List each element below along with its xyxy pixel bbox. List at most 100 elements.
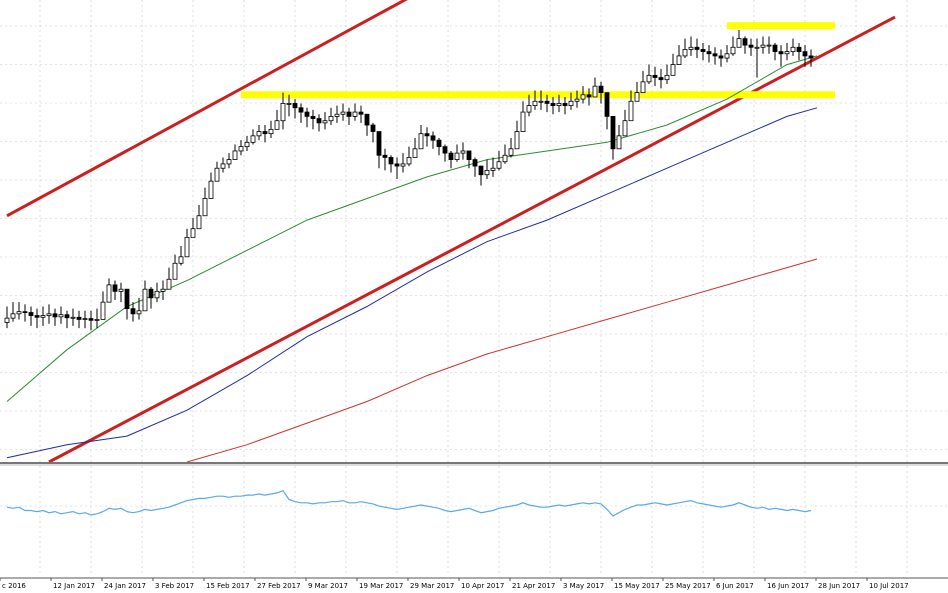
x-tick-label: 19 Mar 2017: [359, 582, 403, 590]
candle-body: [448, 152, 454, 160]
candle-body: [214, 167, 220, 182]
candle-body: [706, 51, 712, 55]
x-tick-label: 3 May 2017: [563, 582, 604, 590]
candle-body: [166, 278, 172, 290]
candle-body: [232, 150, 238, 161]
candle-body: [766, 44, 772, 47]
x-tick-label: 10 Jul 2017: [869, 582, 909, 590]
candle-body: [472, 159, 478, 167]
moving-averages: [6, 55, 818, 463]
candle-body: [208, 180, 214, 199]
candle-body: [790, 46, 796, 52]
candle-body: [394, 163, 400, 167]
candle-body: [802, 51, 808, 57]
candle-body: [490, 167, 496, 171]
candle-body: [142, 288, 148, 312]
candle-body: [172, 262, 178, 280]
candle-body: [136, 310, 142, 315]
candle-body: [742, 38, 748, 46]
candle-body: [550, 103, 556, 107]
candle-body: [736, 38, 742, 48]
candle-body: [556, 103, 562, 107]
candle-body: [274, 120, 280, 130]
candle-body: [496, 161, 502, 169]
candle-body: [514, 131, 520, 150]
candle-body: [400, 163, 406, 167]
candle-body: [322, 120, 328, 124]
candle-body: [28, 312, 34, 316]
moving-average-1: [6, 55, 818, 402]
candle-body: [358, 111, 364, 115]
candle-body: [4, 317, 10, 323]
candle-body: [154, 290, 160, 299]
candle-body: [226, 159, 232, 165]
candle-body: [502, 154, 508, 163]
candle-body: [526, 105, 532, 113]
candle-body: [640, 81, 646, 94]
candle-body: [292, 103, 298, 109]
candle-body: [52, 313, 58, 318]
candle-body: [10, 313, 16, 319]
candle-body: [508, 148, 514, 156]
candle-body: [250, 135, 256, 143]
candle-body: [160, 288, 166, 292]
candle-body: [220, 163, 226, 169]
candle-body: [352, 111, 358, 117]
channel-line: [6, 0, 408, 218]
x-tick-label: 15 Feb 2017: [206, 582, 250, 590]
candle-body: [598, 85, 604, 94]
candle-body: [520, 111, 526, 132]
candle-body: [610, 116, 616, 150]
candle-body: [262, 131, 268, 135]
candle-body: [388, 157, 394, 165]
moving-average-2: [6, 107, 818, 459]
candle-body: [538, 100, 544, 103]
candle-body: [310, 116, 316, 119]
candle-body: [430, 135, 436, 141]
candle-body: [580, 94, 586, 100]
candle-body: [658, 77, 664, 81]
candle-body: [664, 74, 670, 81]
candle-body: [184, 236, 190, 258]
candle-body: [778, 51, 784, 55]
candle-body: [118, 288, 124, 292]
candle-body: [346, 111, 352, 117]
x-tick-label: 9 Mar 2017: [308, 582, 348, 590]
candle-body: [754, 46, 760, 49]
candle-body: [34, 315, 40, 318]
x-tick-label: 24 Jan 2017: [104, 582, 146, 590]
candle-body: [724, 53, 730, 59]
candle-body: [112, 284, 118, 292]
candle-body: [76, 316, 82, 320]
candle-body: [418, 133, 424, 150]
x-tick-label: 15 May 2017: [614, 582, 660, 590]
candle-body: [562, 103, 568, 107]
candle-body: [544, 100, 550, 104]
candle-body: [88, 318, 94, 321]
x-tick-label: 3 Feb 2017: [155, 582, 194, 590]
candle-body: [196, 215, 202, 230]
candle-body: [718, 55, 724, 59]
candle-body: [268, 128, 274, 135]
candle-body: [412, 148, 418, 158]
candle-body: [22, 311, 28, 314]
moving-average-3: [186, 258, 818, 463]
candle-body: [568, 100, 574, 106]
candle-body: [340, 111, 346, 115]
candle-body: [574, 98, 580, 102]
x-tick-label: 27 Feb 2017: [257, 582, 301, 590]
candle-body: [106, 284, 112, 303]
channel-line: [48, 15, 896, 464]
candle-body: [748, 44, 754, 48]
grid: [0, 0, 948, 576]
candle-body: [652, 74, 658, 78]
candle-body: [604, 92, 610, 117]
candle-body: [244, 141, 250, 148]
candle-body: [682, 49, 688, 57]
candle-body: [280, 103, 286, 122]
candle-body: [688, 46, 694, 50]
candle-body: [466, 150, 472, 161]
candle-body: [202, 198, 208, 217]
